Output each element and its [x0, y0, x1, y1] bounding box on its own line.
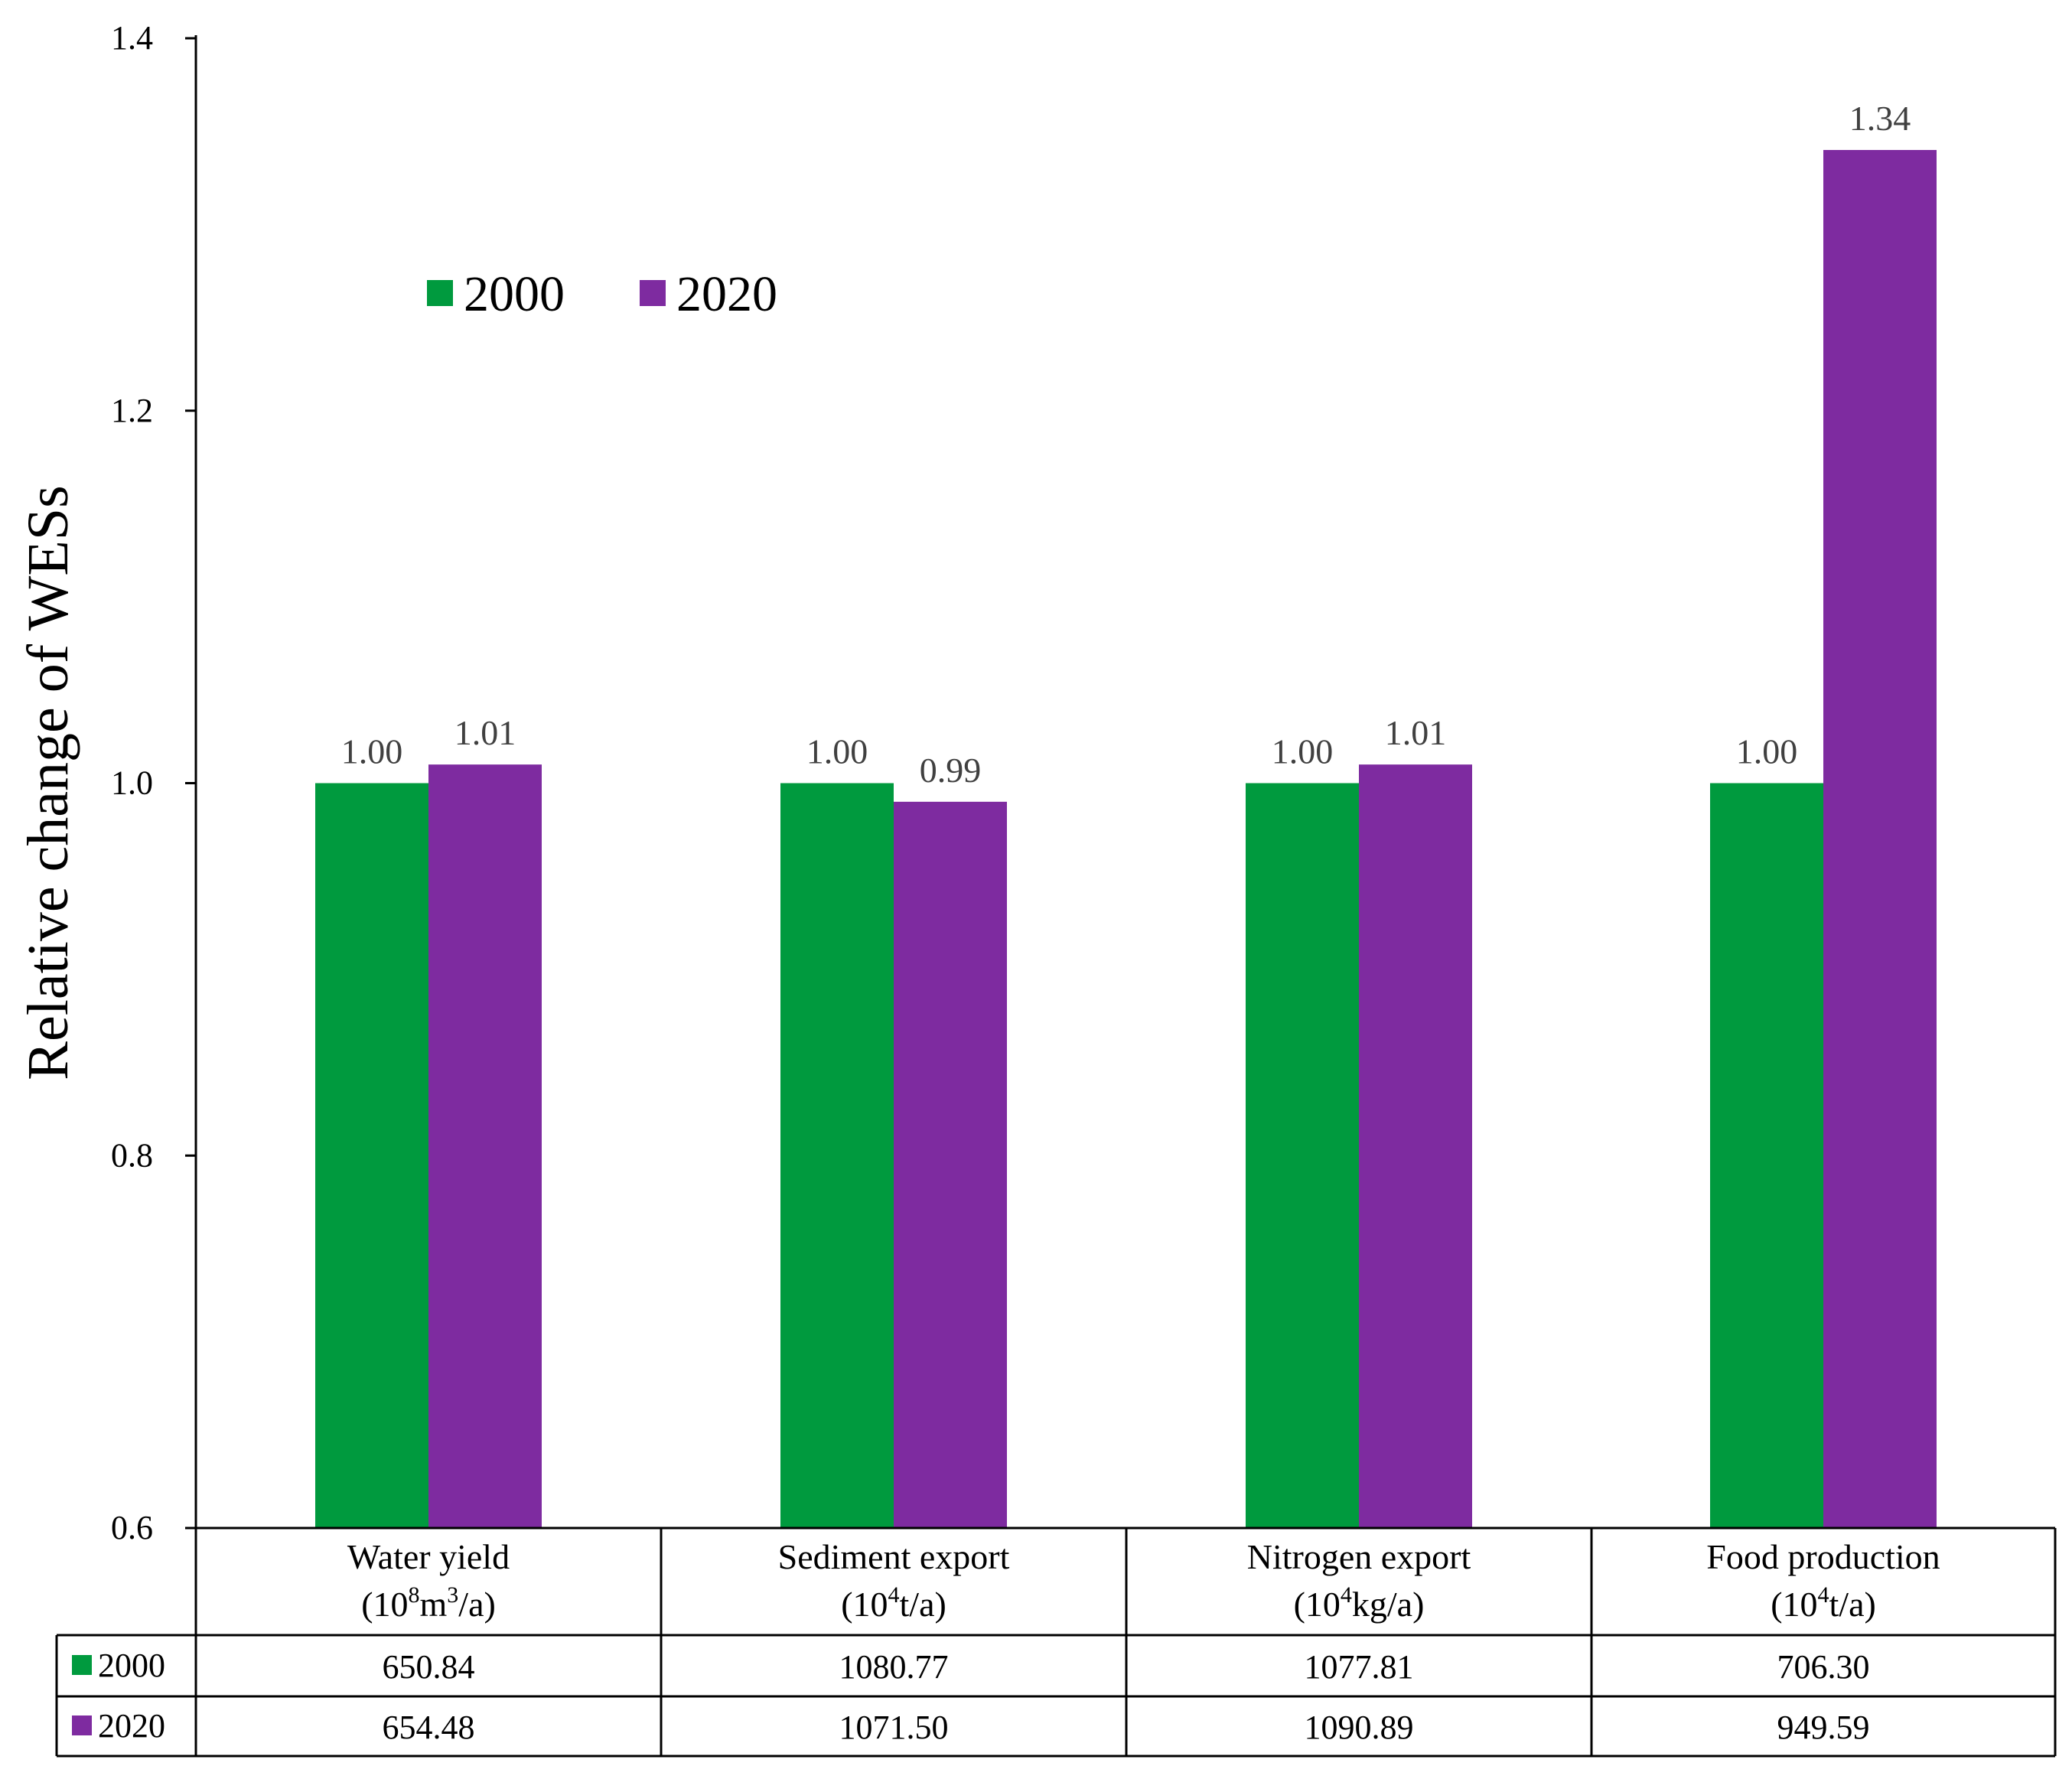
bar-label-2020-1: 1.01: [454, 713, 516, 752]
table-row-label-2000: 2000: [98, 1647, 165, 1684]
bar-2020-1: [428, 764, 542, 1528]
category-unit-2: (104t/a): [841, 1582, 946, 1624]
bar-label-2000-1: 1.00: [341, 732, 403, 771]
axes-layer: 0.6 0.8 1.0 1.2 1.4 Relative change of WESs: [16, 19, 197, 1546]
category-label-1: Water yield: [347, 1537, 510, 1576]
table-swatch-2000: [72, 1655, 92, 1675]
bar-2000-1: [315, 783, 428, 1528]
bar-label-2020-4: 1.34: [1849, 99, 1911, 138]
y-tick-label: 1.0: [111, 764, 153, 802]
table-cell-2000-3: 1077.81: [1305, 1648, 1414, 1686]
data-table: Water yield (108m3/a) Sediment export (104t…: [55, 1526, 2057, 1758]
table-cell-2020-4: 949.59: [1777, 1709, 1870, 1746]
table-cell-2000-4: 706.30: [1777, 1648, 1870, 1686]
table-cell-2020-2: 1071.50: [839, 1709, 949, 1746]
category-label-4: Food production: [1706, 1537, 1940, 1576]
bar-2000-3: [1246, 783, 1359, 1528]
bar-label-2000-2: 1.00: [806, 732, 868, 771]
table-cell-2000-1: 650.84: [383, 1648, 475, 1686]
table-row-label-2020: 2020: [98, 1707, 165, 1745]
legend-label-2000: 2000: [464, 266, 565, 322]
table-cell-2020-3: 1090.89: [1305, 1709, 1414, 1746]
legend-label-2020: 2020: [676, 266, 777, 322]
category-unit-1: (108m3/a): [361, 1582, 496, 1624]
bar-2000-4: [1710, 783, 1823, 1528]
y-tick-label: 1.4: [111, 19, 153, 57]
y-tick-label: 0.8: [111, 1136, 153, 1174]
bar-label-2000-3: 1.00: [1272, 732, 1334, 771]
bar-2020-2: [894, 801, 1007, 1528]
legend: 2000 2020: [427, 266, 777, 322]
y-tick-label: 1.2: [111, 392, 153, 429]
bar-2020-4: [1823, 150, 1937, 1528]
bar-label-2020-3: 1.01: [1385, 713, 1447, 752]
bar-label-2000-4: 1.00: [1736, 732, 1798, 771]
table-swatch-2020: [72, 1715, 92, 1735]
table-cell-2020-1: 654.48: [383, 1709, 475, 1746]
legend-swatch-2020: [640, 280, 666, 306]
legend-swatch-2000: [427, 280, 453, 306]
labels-layer: 1.00 1.01 1.00 0.99 1.00 1.01 1.00 1.34: [341, 99, 1911, 790]
y-tick-label: 0.6: [111, 1509, 153, 1546]
bar-2020-3: [1359, 764, 1472, 1528]
bar-2000-2: [780, 783, 894, 1528]
category-label-2: Sediment export: [778, 1537, 1010, 1576]
bar-label-2020-2: 0.99: [920, 751, 982, 790]
y-axis-title: Relative change of WESs: [16, 485, 80, 1080]
table-cell-2000-2: 1080.77: [839, 1648, 949, 1686]
bars-layer: [315, 150, 1937, 1528]
category-unit-4: (104t/a): [1771, 1582, 1876, 1624]
category-label-3: Nitrogen export: [1247, 1537, 1471, 1576]
category-unit-3: (104kg/a): [1294, 1582, 1425, 1624]
